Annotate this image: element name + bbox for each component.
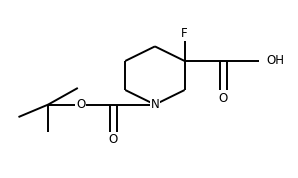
Text: N: N [150,98,159,111]
Text: OH: OH [266,54,284,67]
Text: F: F [181,27,188,40]
Text: O: O [109,133,118,146]
Text: O: O [76,98,86,111]
Text: O: O [218,92,228,105]
